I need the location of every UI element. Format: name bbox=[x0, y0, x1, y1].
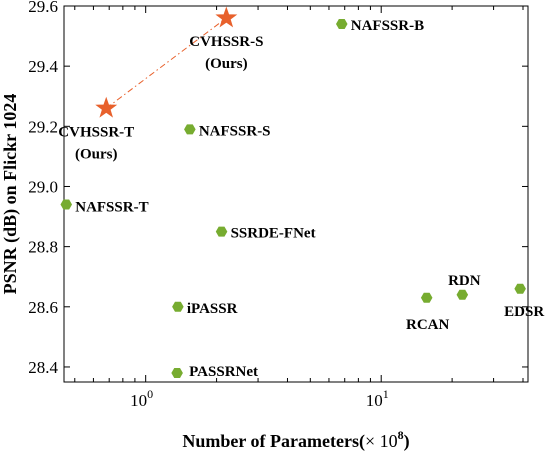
x-minor-ticks bbox=[74, 6, 524, 382]
marker-cvhssr-s bbox=[215, 6, 238, 28]
point-labels: CVHSSR-T (Ours) CVHSSR-S (Ours) NAFSSR-B NAFS… bbox=[58, 18, 544, 380]
label-ssrde-fnet: SSRDE-FNet bbox=[231, 226, 316, 242]
marker-edsr bbox=[514, 283, 526, 294]
label-cvhssr-t: CVHSSR-T bbox=[58, 124, 134, 140]
marker-nafssr-t bbox=[60, 199, 73, 210]
y-tick-label: 29.4 bbox=[28, 57, 58, 76]
y-tick-label: 28.4 bbox=[28, 358, 58, 377]
marker-cvhssr-t bbox=[95, 96, 118, 118]
label-cvhssr-s-sub: (Ours) bbox=[205, 56, 248, 72]
label-ipassr: iPASSR bbox=[187, 301, 238, 317]
label-rcan: RCAN bbox=[406, 317, 449, 333]
label-rdn: RDN bbox=[448, 273, 481, 289]
x-axis-ticks: 100 101 bbox=[130, 6, 389, 410]
label-passrnet: PASSRNet bbox=[189, 364, 258, 380]
marker-passrnet bbox=[171, 367, 183, 378]
data-markers bbox=[60, 6, 526, 378]
y-tick-label: 29.2 bbox=[28, 117, 58, 136]
label-nafssr-s: NAFSSR-S bbox=[199, 123, 271, 139]
marker-ssrde-fnet bbox=[215, 226, 228, 237]
marker-ipassr bbox=[172, 301, 184, 312]
y-tick-label: 28.6 bbox=[28, 298, 58, 317]
plot-frame bbox=[63, 5, 529, 383]
label-cvhssr-s: CVHSSR-S bbox=[189, 34, 263, 50]
label-cvhssr-t-sub: (Ours) bbox=[75, 146, 118, 162]
marker-nafssr-b bbox=[335, 19, 348, 30]
ours-connector-line bbox=[105, 17, 227, 109]
y-axis-ticks: 28.4 28.6 28.8 29.0 29.2 29.4 29.6 bbox=[28, 0, 528, 377]
y-axis-label: PSNR (dB) on Flickr 1024 bbox=[0, 94, 21, 295]
x-axis-label: Number of Parameters(× 108) bbox=[182, 428, 409, 452]
label-edsr: EDSR bbox=[504, 304, 544, 320]
marker-rcan bbox=[420, 292, 433, 303]
label-nafssr-b: NAFSSR-B bbox=[351, 18, 424, 34]
y-tick-label: 28.8 bbox=[28, 238, 58, 257]
x-tick-label: 100 bbox=[130, 387, 153, 410]
y-tick-label: 29.6 bbox=[28, 0, 58, 16]
y-tick-label: 29.0 bbox=[28, 177, 58, 196]
marker-rdn bbox=[456, 289, 469, 300]
connector-lines bbox=[105, 17, 227, 109]
plot-area bbox=[63, 5, 529, 383]
label-nafssr-t: NAFSSR-T bbox=[75, 200, 148, 216]
x-tick-label: 101 bbox=[366, 387, 389, 410]
marker-nafssr-s bbox=[184, 124, 196, 135]
